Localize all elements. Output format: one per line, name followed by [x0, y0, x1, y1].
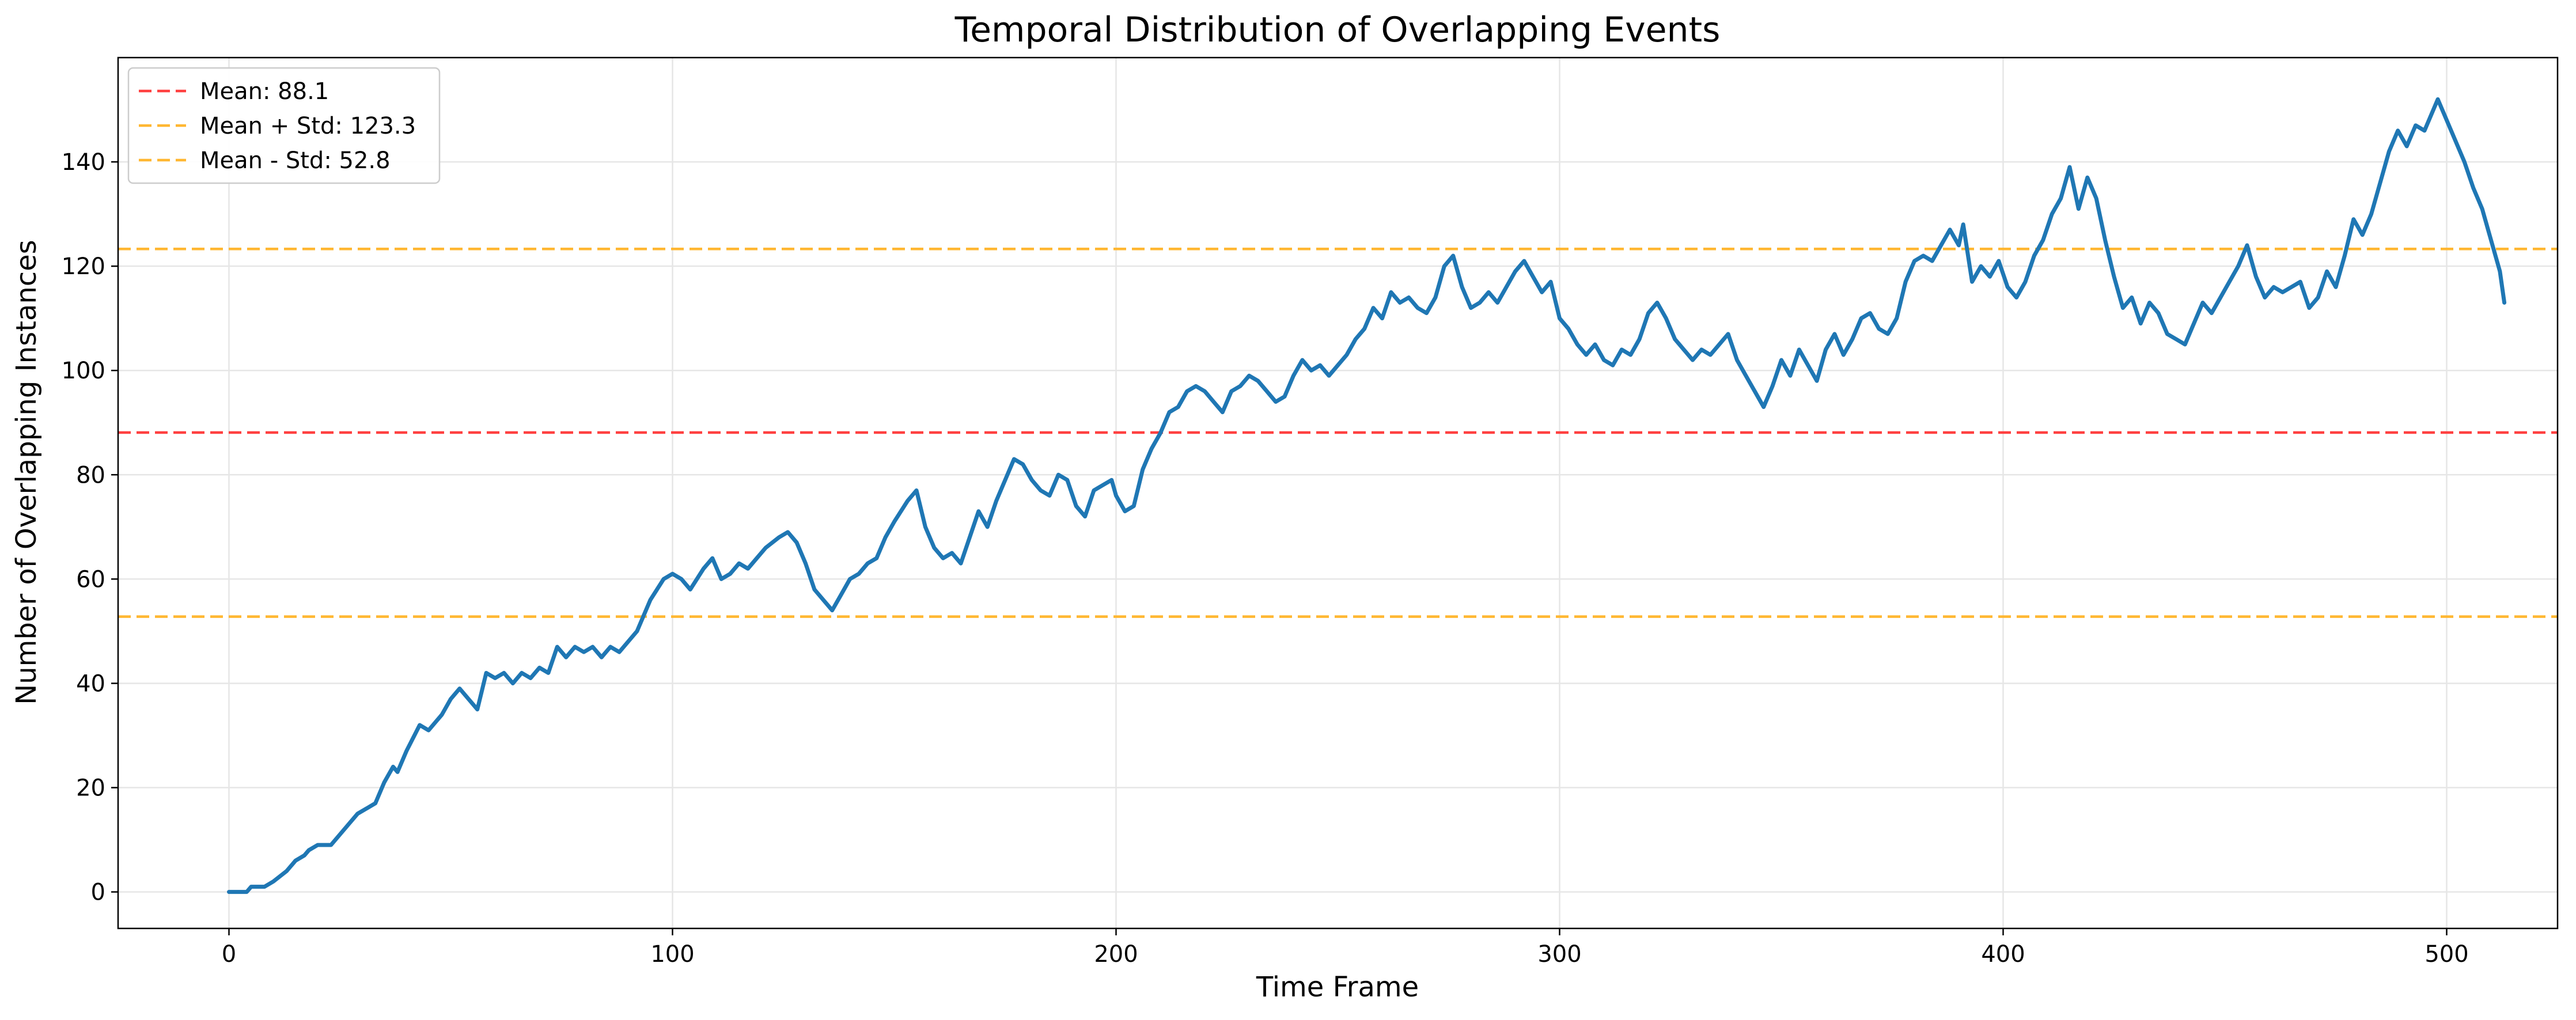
x-tick-label: 0: [222, 941, 236, 968]
y-tick-label: 120: [62, 253, 105, 280]
x-tick-label: 500: [2425, 941, 2468, 968]
x-tick-label: 300: [1537, 941, 1581, 968]
series-line: [227, 97, 2507, 894]
y-tick-label: 40: [76, 670, 105, 697]
legend-entry: Mean: 88.1: [200, 78, 329, 105]
legend-box: [127, 67, 441, 184]
x-axis-label: Time Frame: [1256, 971, 1419, 1003]
chart-title: Temporal Distribution of Overlapping Eve…: [954, 10, 1721, 50]
y-tick-label: 100: [62, 358, 105, 384]
x-tick-label: 400: [1981, 941, 2025, 968]
y-axis-label: Number of Overlapping Instances: [10, 240, 43, 704]
y-tick-label: 140: [62, 149, 105, 176]
reference-lines: [118, 248, 2558, 618]
legend-entry: Mean + Std: 123.3: [200, 113, 416, 139]
grid: [118, 58, 2558, 928]
y-axis-ticks: 0 20 40 60 80 100 120 140: [62, 149, 118, 906]
x-tick-label: 200: [1094, 941, 1138, 968]
series: [227, 97, 2507, 894]
y-tick-label: 80: [76, 462, 105, 488]
y-tick-label: 0: [91, 879, 105, 906]
y-tick-label: 60: [76, 566, 105, 593]
x-tick-label: 100: [650, 941, 694, 968]
legend-entry: Mean - Std: 52.8: [200, 147, 391, 174]
y-tick-label: 20: [76, 775, 105, 802]
x-axis-ticks: 0 100 200 300 400 500: [222, 928, 2469, 968]
plot-frame: [117, 56, 2559, 930]
legend: Mean: 88.1 Mean + Std: 123.3 Mean - Std: 5…: [127, 67, 441, 184]
